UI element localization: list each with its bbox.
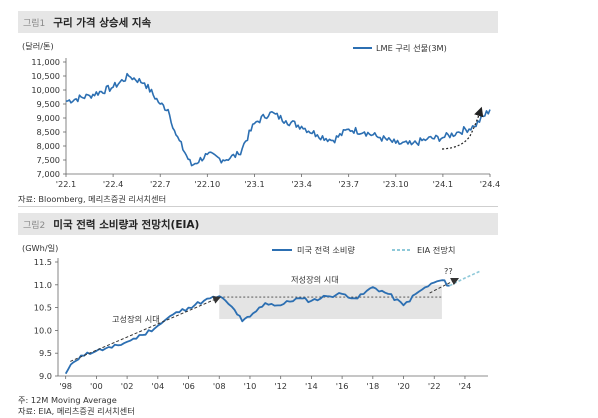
x-tick-label: '22.4 bbox=[103, 179, 123, 189]
x-tick-label: '14 bbox=[305, 381, 318, 391]
x-tick-label: '22.10 bbox=[194, 179, 220, 189]
x-tick-label: '23.7 bbox=[338, 179, 358, 189]
y-tick-label: 11.5 bbox=[34, 257, 52, 267]
y-tick-label: 9,000 bbox=[37, 113, 60, 123]
x-tick-label: '18 bbox=[366, 381, 379, 391]
legend-label-forecast: EIA 전망치 bbox=[417, 245, 455, 255]
figure1-title: 구리 가격 상승세 지속 bbox=[53, 16, 152, 29]
y-tick-label: 8,500 bbox=[37, 127, 60, 137]
x-tick-label: '12 bbox=[274, 381, 287, 391]
annotation-question: ?? bbox=[444, 266, 453, 276]
y-tick-label: 8,000 bbox=[37, 141, 60, 151]
low-growth-region bbox=[219, 284, 442, 319]
x-tick-label: '24 bbox=[459, 381, 472, 391]
x-tick-label: '08 bbox=[213, 381, 226, 391]
series-line-lme bbox=[65, 72, 491, 167]
annotation-low-growth: 저성장의 시대 bbox=[291, 274, 339, 284]
x-tick-label: '06 bbox=[182, 381, 195, 391]
x-tick-label: '04 bbox=[151, 381, 164, 391]
x-tick-label: '20 bbox=[397, 381, 410, 391]
annotation-high-growth: 고성장의 시대 bbox=[112, 314, 160, 324]
figure1-number: 그림1 bbox=[23, 18, 46, 29]
x-tick-label: '24.4 bbox=[480, 179, 500, 189]
figure1-title-bar: 그림1 구리 가격 상승세 지속 bbox=[18, 11, 498, 33]
y-tick-label: 11.0 bbox=[34, 280, 52, 290]
x-tick-label: '22.7 bbox=[150, 179, 170, 189]
x-tick-label: '22.1 bbox=[56, 179, 76, 189]
x-tick-label: '16 bbox=[336, 381, 349, 391]
y-tick-label: 10,500 bbox=[31, 71, 60, 81]
x-tick-label: '00 bbox=[90, 381, 103, 391]
copper-price-chart: (달러/톤) 11,000 10,500 10,000 9,500 9,000 8,500 8… bbox=[22, 41, 500, 189]
legend-label-lme: LME 구리 선물(3M) bbox=[376, 43, 447, 53]
x-tick-label: '23.4 bbox=[291, 179, 311, 189]
y-tick-label: 7,000 bbox=[37, 169, 60, 179]
high-growth-arrow bbox=[70, 296, 222, 362]
series-line-forecast bbox=[449, 270, 481, 287]
x-tick-label: '22 bbox=[428, 381, 441, 391]
y-tick-label: 10.0 bbox=[34, 325, 52, 335]
x-tick-label: '23.1 bbox=[244, 179, 264, 189]
y-tick-label: 11,000 bbox=[31, 57, 60, 67]
figure2-source: 자료: EIA, 메리츠증권 리서치센터 bbox=[18, 406, 135, 416]
x-tick-label: '23.10 bbox=[383, 179, 409, 189]
power-consumption-chart: (GWh/일) 11.5 11.0 10.5 10.0 9.5 9.0 '98 '00 '02 '0… bbox=[22, 243, 488, 391]
y-tick-label: 10.5 bbox=[34, 303, 52, 313]
figure2-footnote: 주: 12M Moving Average bbox=[18, 395, 117, 405]
y-tick-label: 10,000 bbox=[31, 85, 60, 95]
y-tick-label: 9,500 bbox=[37, 99, 60, 109]
legend-label-consumption: 미국 전력 소비량 bbox=[297, 245, 355, 255]
x-tick-label: '24.1 bbox=[433, 179, 453, 189]
series-line-consumption bbox=[64, 279, 450, 375]
y-axis-label: (달러/톤) bbox=[22, 41, 54, 51]
y-tick-label: 9.5 bbox=[39, 348, 52, 358]
trend-arrow bbox=[441, 106, 484, 150]
x-tick-label: '02 bbox=[121, 381, 134, 391]
future-arrow bbox=[429, 277, 460, 294]
y-tick-label: 7,500 bbox=[37, 155, 60, 165]
figure-separator bbox=[18, 206, 498, 207]
figure2-title-bar: 그림2 미국 전력 소비량과 전망치(EIA) bbox=[18, 213, 498, 235]
y-axis-label: (GWh/일) bbox=[22, 243, 58, 253]
x-tick-label: '98 bbox=[59, 381, 72, 391]
figure2-title: 미국 전력 소비량과 전망치(EIA) bbox=[53, 218, 200, 231]
figure2-number: 그림2 bbox=[23, 220, 46, 231]
figure1-source: 자료: Bloomberg, 메리츠증권 리서치센터 bbox=[18, 194, 167, 204]
x-tick-label: '10 bbox=[244, 381, 257, 391]
y-tick-label: 9.0 bbox=[39, 371, 52, 381]
